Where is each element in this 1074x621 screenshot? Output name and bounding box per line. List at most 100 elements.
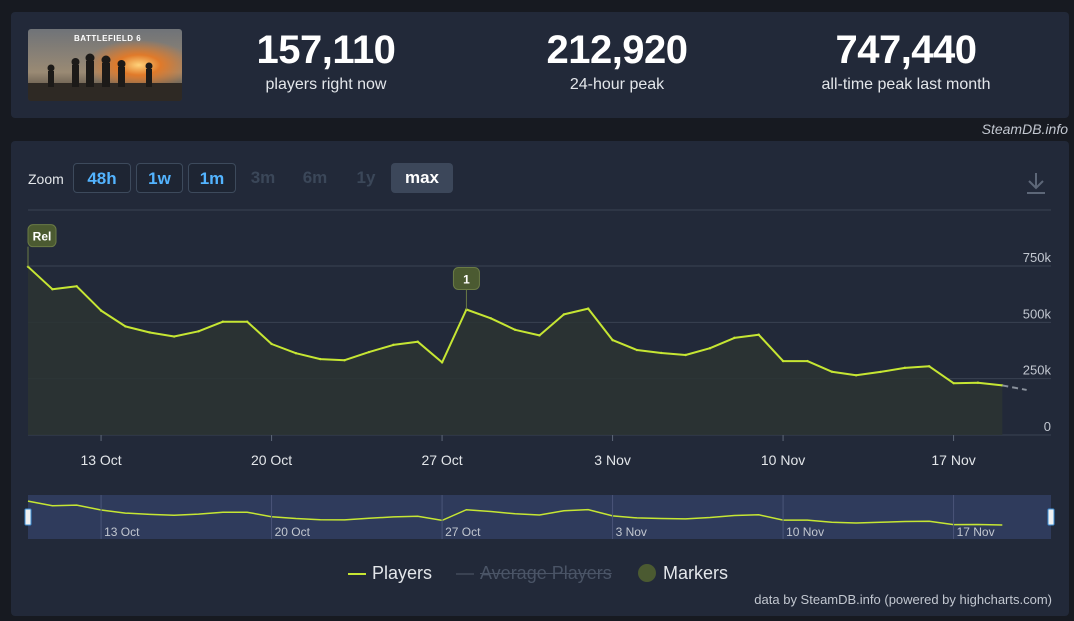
y-tick-label: 250k xyxy=(1023,363,1052,378)
stat-24h-peak: 212,920 24-hour peak xyxy=(497,26,737,96)
players-data-point xyxy=(221,320,225,323)
navigator-label: 10 Nov xyxy=(786,525,824,539)
x-axis-labels: 13 Oct 20 Oct 27 Oct 3 Nov 10 Nov 17 Nov xyxy=(80,435,976,468)
players-data-point xyxy=(952,381,955,385)
steamdb-credit-link[interactable]: SteamDB.info xyxy=(981,121,1068,137)
x-tick-label: 20 Oct xyxy=(251,452,292,468)
markers-swatch xyxy=(638,564,656,582)
players-data-point xyxy=(879,370,882,374)
zoom-1y-button[interactable]: 1y xyxy=(356,168,376,187)
x-tick-label: 13 Oct xyxy=(80,452,121,468)
players-data-point xyxy=(684,353,687,357)
players-data-point xyxy=(854,374,858,377)
game-capsule-image[interactable]: BATTLEFIELD 6 xyxy=(28,29,182,101)
stat-all-time-peak: 747,440 all-time peak last month xyxy=(786,26,1026,96)
zoom-48h-button[interactable]: 48h xyxy=(73,163,131,193)
players-data-point xyxy=(513,328,517,331)
navigator-left-handle[interactable] xyxy=(24,508,32,526)
zoom-6m-button[interactable]: 6m xyxy=(302,168,328,187)
navigator-label: 20 Oct xyxy=(275,525,311,539)
navigator-label: 27 Oct xyxy=(445,525,481,539)
markers-group: Rel 1 xyxy=(27,224,480,310)
navigator-window xyxy=(28,495,1051,539)
zoom-3m-button[interactable]: 3m xyxy=(250,168,276,187)
stat-players-now: 157,110 players right now xyxy=(206,26,446,96)
players-data-point xyxy=(392,343,395,347)
zoom-max-button[interactable]: max xyxy=(391,163,453,193)
players-data-point xyxy=(708,347,712,350)
players-data-point xyxy=(903,366,907,370)
players-data-point xyxy=(830,370,833,373)
stats-card: BATTLEFIELD 6 157,110 players right now … xyxy=(11,12,1069,118)
navigator-label: 17 Nov xyxy=(957,525,995,539)
players-data-point xyxy=(294,352,298,355)
players-data-point xyxy=(635,348,639,352)
x-tick-label: 10 Nov xyxy=(761,452,805,468)
players-area xyxy=(28,266,1003,435)
y-tick-label: 500k xyxy=(1023,306,1052,321)
players-swatch xyxy=(348,573,366,575)
marker-label: 1 xyxy=(463,272,470,286)
zoom-1m-button[interactable]: 1m xyxy=(188,163,236,193)
players-data-point xyxy=(587,307,590,310)
players-data-point xyxy=(806,359,809,363)
stat-value: 747,440 xyxy=(835,28,977,72)
x-tick-label: 27 Oct xyxy=(421,452,462,468)
players-data-point xyxy=(976,381,980,384)
chart-card: Zoom 48h 1w 1m 3m 6m 1y max Rel 1 0 250k 50… xyxy=(11,141,1069,616)
marker-flag xyxy=(27,224,57,248)
legend-label: Markers xyxy=(663,563,729,583)
players-data-point xyxy=(538,334,541,337)
legend-label: Average Players xyxy=(480,563,612,583)
navigator-series-line xyxy=(27,500,1003,526)
players-data-point xyxy=(75,285,78,288)
players-data-point xyxy=(562,313,566,316)
x-tick-label: 17 Nov xyxy=(931,452,975,468)
players-data-point xyxy=(51,288,54,291)
players-area-fill xyxy=(28,266,1003,435)
players-data-point xyxy=(489,317,492,320)
download-icon[interactable] xyxy=(1025,171,1047,195)
players-data-point xyxy=(172,335,176,338)
players-data-point xyxy=(781,359,785,363)
players-data-point xyxy=(367,350,371,354)
players-data-point xyxy=(757,333,760,336)
y-tick-label: 0 xyxy=(1044,419,1051,434)
stat-label: 24-hour peak xyxy=(569,76,665,93)
players-data-point xyxy=(319,357,322,361)
players-data-point xyxy=(928,365,931,368)
y-tick-label: 750k xyxy=(1023,250,1052,265)
navigator-right-handle[interactable] xyxy=(1047,508,1055,526)
legend-label: Players xyxy=(372,563,433,583)
navigator-label: 3 Nov xyxy=(616,525,647,539)
zoom-1w-button[interactable]: 1w xyxy=(136,163,183,193)
y-axis-labels: 0 250k 500k 750k xyxy=(1023,250,1052,434)
stat-value: 157,110 xyxy=(256,28,396,72)
chart-legend: Players Average Players Markers xyxy=(11,563,1069,585)
players-data-point xyxy=(246,320,249,323)
marker-flag xyxy=(452,266,480,290)
players-data-point xyxy=(148,331,151,334)
stat-label: players right now xyxy=(265,76,387,93)
players-line-group xyxy=(26,265,1027,391)
player-count-chart[interactable]: Rel 1 0 250k 500k 750k 13 Oct 20 Oct 27 Oct 3 N… xyxy=(11,141,1069,561)
highcharts-credit[interactable]: data by SteamDB.info (powered by highcha… xyxy=(754,592,1052,607)
players-incomplete-segment xyxy=(1002,384,1027,391)
players-data-point xyxy=(124,325,127,328)
zoom-label: Zoom xyxy=(28,171,64,187)
game-title: BATTLEFIELD 6 xyxy=(74,34,142,43)
players-data-point xyxy=(440,361,444,364)
stat-value: 212,920 xyxy=(546,28,688,72)
average-players-swatch xyxy=(456,573,474,575)
x-tick-label: 3 Nov xyxy=(594,452,631,468)
players-data-point xyxy=(26,265,30,268)
players-data-point xyxy=(611,338,614,342)
navigator-label: 13 Oct xyxy=(104,525,140,539)
players-data-point xyxy=(416,340,419,343)
players-data-point xyxy=(197,330,200,333)
marker-label: Rel xyxy=(33,230,52,244)
stat-label: all-time peak last month xyxy=(821,76,991,93)
players-data-point xyxy=(99,309,103,312)
players-data-point xyxy=(660,351,663,355)
navigator[interactable]: 13 Oct 20 Oct 27 Oct 3 Nov 10 Nov 17 Nov xyxy=(24,495,1055,539)
